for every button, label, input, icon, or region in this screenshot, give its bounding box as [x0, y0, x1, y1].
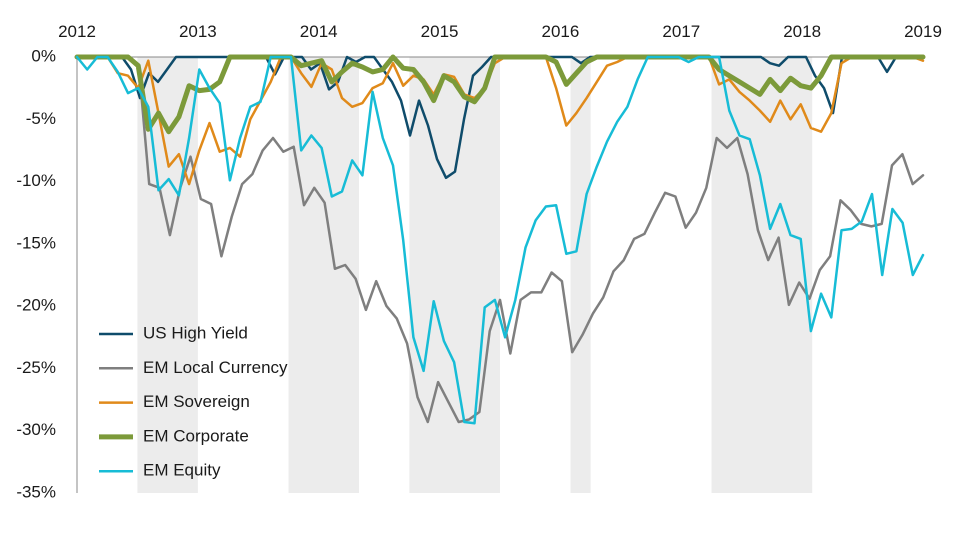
x-tick-label: 2012 — [58, 22, 96, 41]
x-axis-ticks: 2012 2013 2014 2015 2016 2017 2018 2019 — [58, 22, 942, 41]
series-line-2 — [75, 55, 925, 424]
shaded-period-4 — [570, 57, 591, 493]
legend-label: US High Yield — [143, 323, 248, 342]
y-axis-ticks: 0% -5% -10% -15% -20% -25% -30% -35% — [16, 46, 56, 501]
y-tick-label: -30% — [16, 420, 56, 439]
series-line-3 — [75, 55, 925, 186]
y-tick-label: -25% — [16, 358, 56, 377]
legend-label: EM Equity — [143, 461, 221, 480]
y-tick-label: -10% — [16, 171, 56, 190]
x-tick-label: 2019 — [904, 22, 942, 41]
y-tick-label: -20% — [16, 296, 56, 315]
series-lines — [74, 54, 926, 425]
legend-label: EM Corporate — [143, 426, 249, 445]
y-tick-label: -5% — [26, 109, 56, 128]
legend-label: EM Local Currency — [143, 358, 288, 377]
y-tick-label: -35% — [16, 482, 56, 501]
shaded-period-5 — [711, 57, 813, 493]
x-tick-label: 2015 — [421, 22, 459, 41]
x-tick-label: 2016 — [542, 22, 580, 41]
legend-label: EM Sovereign — [143, 392, 250, 411]
shaded-period-3 — [409, 57, 500, 493]
shaded-periods — [137, 57, 813, 493]
y-tick-label: -15% — [16, 233, 56, 252]
x-tick-label: 2014 — [300, 22, 338, 41]
series-line-4 — [74, 54, 926, 135]
series-line-5 — [75, 55, 925, 425]
x-tick-label: 2013 — [179, 22, 217, 41]
legend: US High Yield EM Local Currency EM Soverei… — [99, 323, 288, 480]
shaded-period-2 — [288, 57, 359, 493]
x-tick-label: 2017 — [662, 22, 700, 41]
y-tick-label: 0% — [31, 46, 56, 65]
x-tick-label: 2018 — [783, 22, 821, 41]
